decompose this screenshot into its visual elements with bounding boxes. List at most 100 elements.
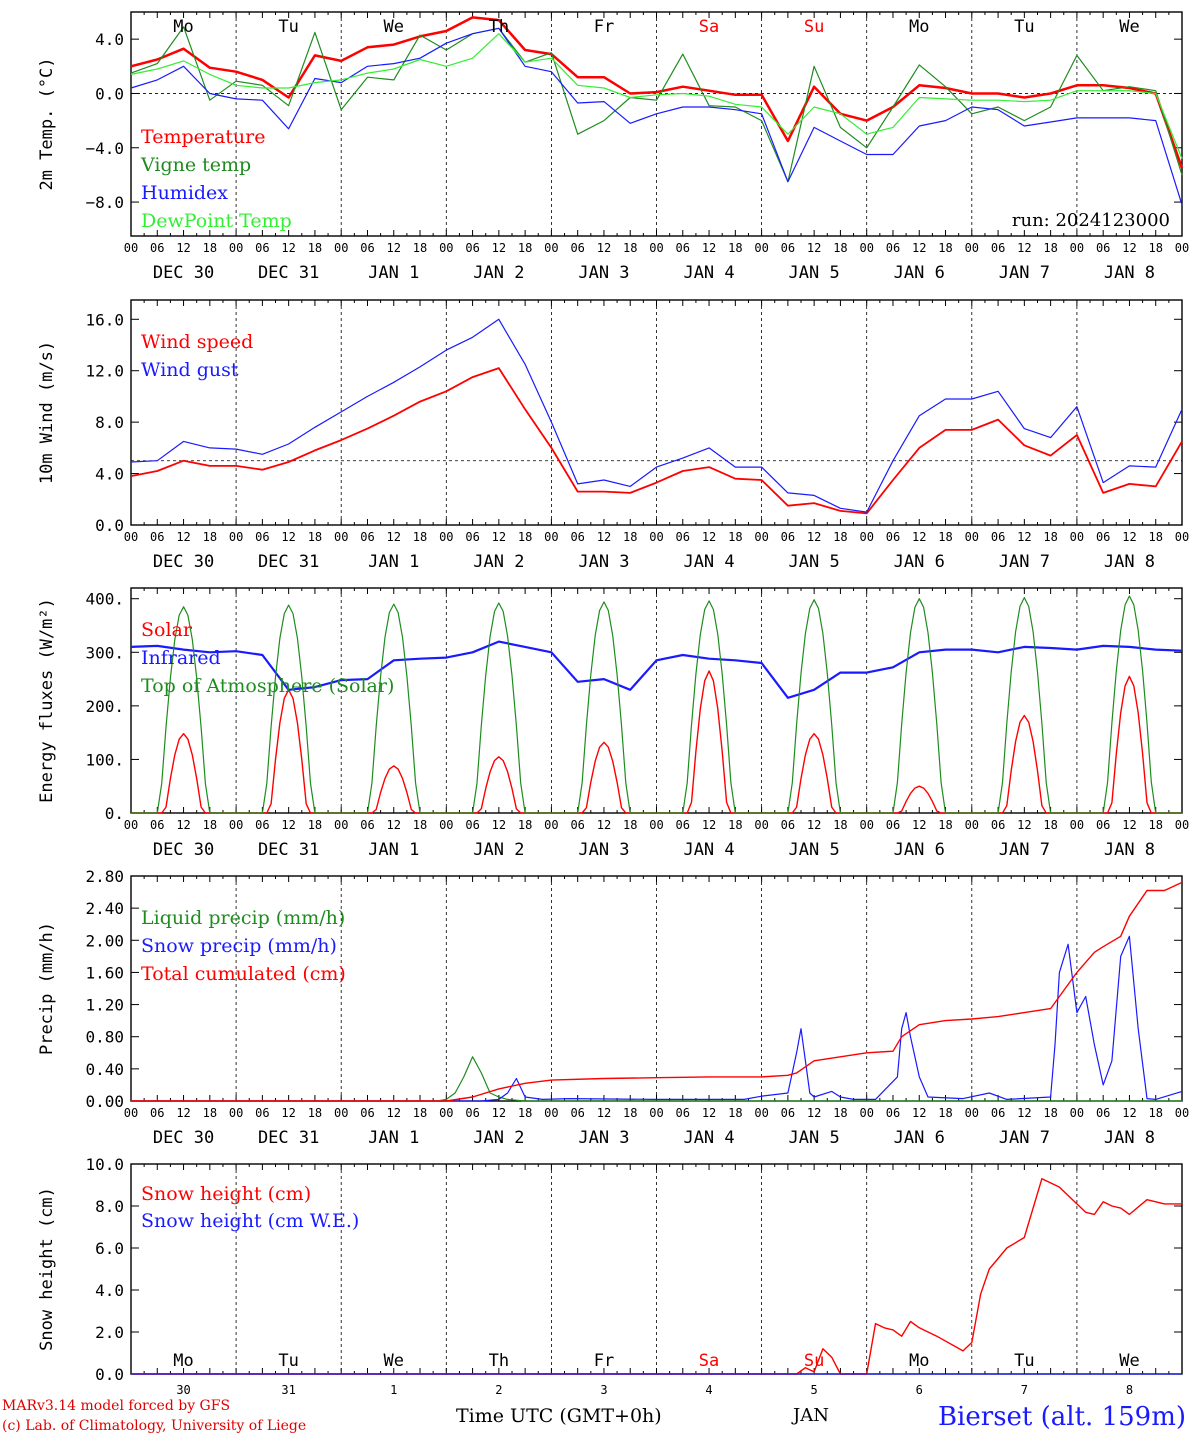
hour-tick-label: 12	[281, 818, 295, 832]
day-number-label: 1	[390, 1383, 397, 1397]
date-label: JAN 1	[368, 263, 419, 283]
y-tick-label: 0.0	[95, 1365, 124, 1384]
date-label: JAN 3	[578, 1128, 629, 1148]
hour-tick-label: 00	[754, 530, 768, 544]
y-tick-label: 0.80	[85, 1028, 124, 1047]
y-tick-label: 4.0	[95, 1281, 124, 1300]
weekday-label: Mo	[173, 1351, 193, 1371]
date-label: DEC 30	[153, 263, 214, 283]
legend-entry: Snow height (cm)	[141, 1183, 311, 1205]
weekday-label: Su	[804, 17, 824, 37]
y-tick-label: 1.60	[85, 963, 124, 982]
hour-tick-label: 18	[623, 241, 637, 255]
plot-frame	[130, 11, 1183, 237]
hour-tick-label: 12	[492, 1106, 506, 1120]
day-number-label: 2	[495, 1383, 502, 1397]
date-label: JAN 4	[683, 1128, 734, 1148]
hour-tick-label: 00	[1175, 818, 1189, 832]
hour-tick-label: 06	[465, 241, 479, 255]
date-label: JAN 5	[789, 1128, 840, 1148]
hour-tick-label: 00	[859, 818, 873, 832]
hour-tick-label: 12	[387, 818, 401, 832]
day-number-label: 31	[281, 1383, 295, 1397]
hour-tick-label: 06	[360, 530, 374, 544]
model-credit: MARv3.14 model forced by GFS	[2, 1398, 231, 1414]
weekday-label: Tu	[1014, 1351, 1034, 1371]
hour-tick-label: 06	[676, 530, 690, 544]
hour-tick-label: 00	[544, 530, 558, 544]
y-axis-label: 10m Wind (m/s)	[37, 341, 57, 484]
y-axis-label: Snow height (cm)	[37, 1187, 57, 1351]
weekday-label: Tu	[278, 1351, 298, 1371]
hour-tick-label: 12	[1122, 818, 1136, 832]
hour-tick-label: 12	[597, 818, 611, 832]
hour-tick-label: 00	[649, 1106, 663, 1120]
hour-tick-label: 06	[781, 1106, 795, 1120]
hour-tick-label: 18	[728, 241, 742, 255]
hour-tick-label: 06	[465, 1106, 479, 1120]
hour-tick-label: 00	[1175, 241, 1189, 255]
hour-tick-label: 12	[1122, 1106, 1136, 1120]
hour-tick-label: 18	[938, 241, 952, 255]
hour-tick-label: 06	[150, 818, 164, 832]
weekday-label: Fr	[594, 1351, 614, 1371]
hour-tick-label: 18	[623, 1106, 637, 1120]
series-line-snow-precip-mm-h	[131, 935, 1183, 1102]
date-label: JAN 1	[368, 552, 419, 572]
hour-tick-label: 00	[439, 530, 453, 544]
hour-tick-label: 12	[1122, 241, 1136, 255]
date-label: DEC 30	[153, 1128, 214, 1148]
hour-tick-label: 18	[203, 818, 217, 832]
date-label: JAN 7	[999, 840, 1050, 860]
hour-tick-label: 18	[938, 818, 952, 832]
legend-entry: Top of Atmosphere (Solar)	[141, 675, 394, 697]
legend-entry: Wind gust	[141, 359, 239, 381]
panel-1	[130, 11, 1184, 237]
y-tick-label: 2.0	[95, 1323, 124, 1342]
hour-tick-label: 00	[124, 1106, 138, 1120]
hour-tick-label: 18	[1148, 530, 1162, 544]
series-line-wind-speed	[130, 367, 1183, 515]
y-tick-label: 200.	[85, 697, 124, 716]
series-line-infrared	[130, 640, 1183, 699]
hour-tick-label: 12	[492, 818, 506, 832]
hour-tick-label: 00	[965, 530, 979, 544]
date-label: JAN 4	[683, 840, 734, 860]
y-tick-label: 0.00	[85, 1092, 124, 1111]
panel-2	[130, 299, 1183, 526]
legend-entry: Temperature	[141, 126, 265, 148]
y-axis-label: 2m Temp. (°C)	[37, 57, 57, 190]
hour-tick-label: 12	[176, 1106, 190, 1120]
hour-tick-label: 06	[570, 1106, 584, 1120]
hour-tick-label: 06	[676, 818, 690, 832]
date-label: DEC 31	[258, 1128, 319, 1148]
series-line-total-cumulated-cm	[131, 881, 1183, 1102]
hour-tick-label: 12	[807, 818, 821, 832]
hour-tick-label: 12	[1122, 530, 1136, 544]
hour-tick-label: 06	[570, 818, 584, 832]
hour-tick-label: 12	[1017, 241, 1031, 255]
day-number-label: 3	[600, 1383, 607, 1397]
hour-tick-label: 18	[728, 1106, 742, 1120]
hour-tick-label: 00	[334, 1106, 348, 1120]
hour-tick-label: 00	[754, 818, 768, 832]
hour-tick-label: 06	[886, 241, 900, 255]
y-tick-label: 0.40	[85, 1060, 124, 1079]
hour-tick-label: 18	[1043, 818, 1057, 832]
weekday-label: Th	[489, 1351, 509, 1371]
hour-tick-label: 00	[439, 241, 453, 255]
hour-tick-label: 06	[465, 818, 479, 832]
hour-tick-label: 06	[255, 241, 269, 255]
hour-tick-label: 12	[597, 530, 611, 544]
date-label: JAN 2	[473, 840, 524, 860]
y-tick-label: −8.0	[85, 193, 124, 212]
hour-tick-label: 06	[150, 241, 164, 255]
legend-entry: Snow precip (mm/h)	[141, 935, 337, 957]
legend-entry: Total cumulated (cm)	[141, 963, 346, 985]
plot-frame	[130, 299, 1183, 526]
day-number-label: 8	[1126, 1383, 1133, 1397]
date-label: JAN 7	[999, 1128, 1050, 1148]
date-label: JAN 6	[894, 840, 945, 860]
hour-tick-label: 00	[439, 1106, 453, 1120]
